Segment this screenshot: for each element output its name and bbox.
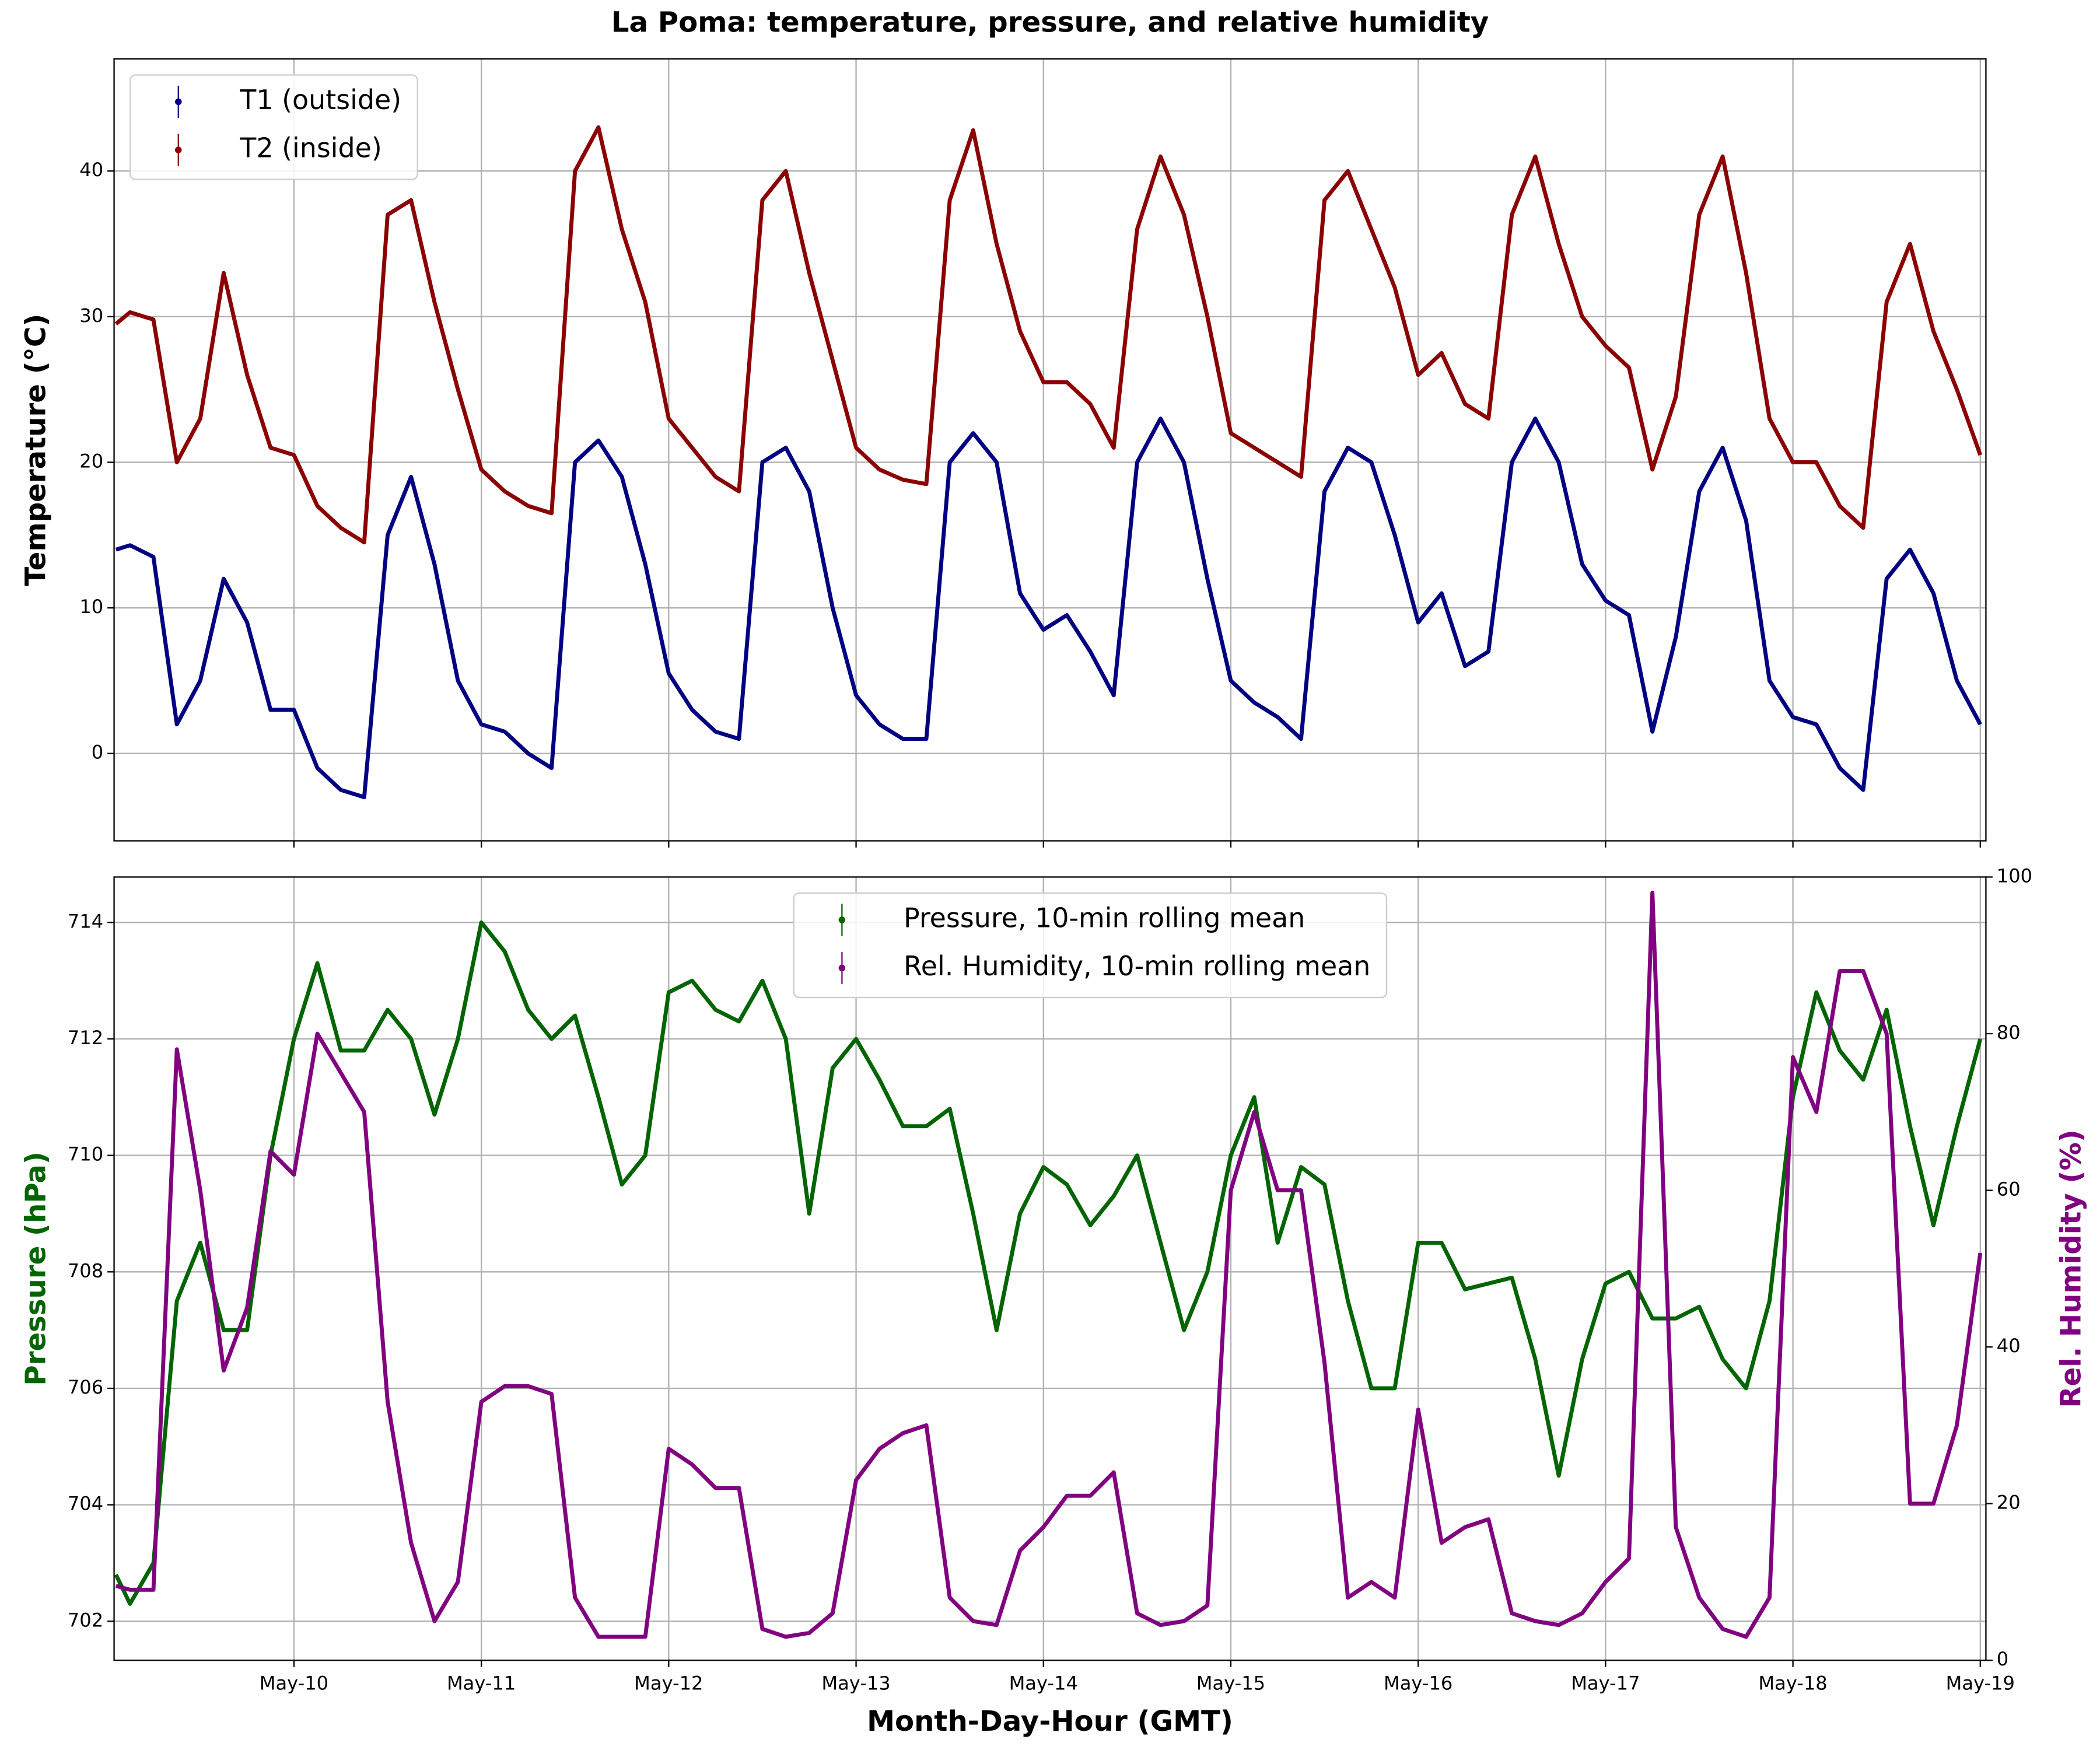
y-tick-label: 704 [68, 1493, 103, 1515]
x-tick-label: May-10 [260, 1672, 328, 1695]
y-tick-label: 40 [79, 159, 103, 181]
x-tick-label: May-19 [1946, 1672, 2015, 1695]
y-tick-label: 10 [79, 596, 103, 618]
y-tick-label: 0 [92, 741, 103, 764]
plot-frame [113, 876, 1987, 1661]
y2-tick-label: 100 [1997, 864, 2032, 887]
legend-label: Rel. Humidity, 10-min rolling mean [904, 950, 1370, 982]
legend-box [793, 892, 1388, 999]
y-axis-label: Temperature (°C) [20, 314, 52, 586]
y-tick-label: 708 [68, 1259, 103, 1282]
legend-box [129, 74, 418, 180]
x-tick-label: May-16 [1384, 1672, 1452, 1695]
plot-frame [113, 58, 1987, 842]
y2-tick-label: 0 [1997, 1648, 2008, 1670]
y2-tick-label: 40 [1997, 1335, 2021, 1357]
legend-marker [175, 146, 182, 153]
legend: Pressure, 10-min rolling mean Rel. Humidi… [793, 892, 1388, 999]
y-axis-label: Pressure (hPa) [20, 1152, 52, 1386]
legend-label: Pressure, 10-min rolling mean [904, 902, 1305, 933]
y2-tick-label: 60 [1997, 1178, 2021, 1200]
series-line [115, 416, 1982, 800]
legend-label: T2 (inside) [239, 132, 382, 164]
x-tick-label: May-15 [1196, 1672, 1265, 1695]
x-tick-label: May-11 [447, 1672, 516, 1695]
series-line [114, 125, 1983, 545]
y-tick-label: 702 [68, 1609, 103, 1631]
y-tick-label: 712 [68, 1027, 103, 1049]
y2-tick-label: 20 [1997, 1492, 2021, 1514]
y-tick-label: 30 [79, 304, 103, 327]
x-tick-label: May-13 [821, 1672, 890, 1695]
y-tick-label: 20 [79, 450, 103, 472]
legend-marker [175, 98, 182, 106]
legend: T1 (outside) T2 (inside) [129, 74, 418, 180]
legend-marker [838, 964, 846, 972]
x-axis-label: Month-Day-Hour (GMT) [867, 1705, 1233, 1738]
y-tick-label: 710 [68, 1143, 103, 1166]
x-tick-label: May-12 [634, 1672, 703, 1695]
figure-title: La Poma: temperature, pressure, and rela… [611, 6, 1489, 38]
y2-axis-label: Rel. Humidity (%) [2055, 1129, 2088, 1408]
legend-marker [838, 916, 846, 923]
legend-label: T1 (outside) [239, 84, 401, 116]
y2-tick-label: 80 [1997, 1021, 2021, 1044]
y-tick-label: 714 [68, 910, 103, 932]
x-tick-label: May-14 [1009, 1672, 1078, 1695]
x-tick-label: May-17 [1571, 1672, 1640, 1695]
x-tick-label: May-18 [1758, 1672, 1827, 1695]
series-line [115, 890, 1983, 1639]
y-tick-label: 706 [68, 1376, 103, 1398]
